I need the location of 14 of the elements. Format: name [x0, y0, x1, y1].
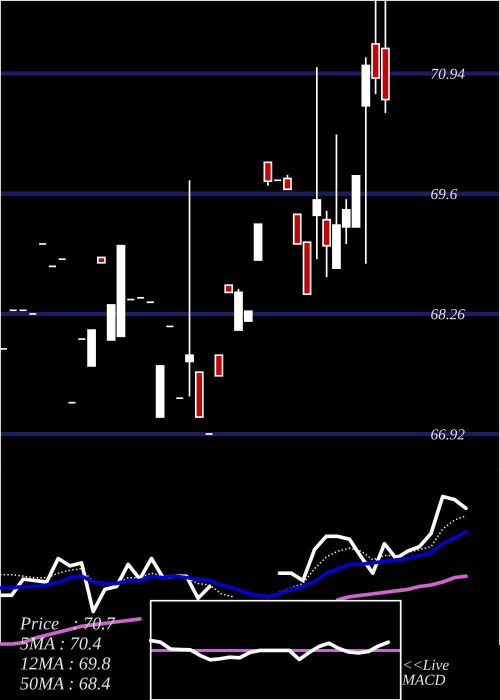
candlestick: [312, 66, 322, 260]
candlestick: [264, 162, 272, 186]
text: MACD: [402, 674, 446, 685]
annotation: 5MA : 70.4: [20, 637, 102, 650]
y-tick-label: 66.92: [431, 429, 465, 440]
candlestick: [185, 179, 194, 398]
candlestick: [214, 354, 224, 377]
candlestick: [283, 174, 292, 191]
text: 12MA : 69.8: [20, 657, 110, 670]
text: 50MA : 68.4: [20, 677, 110, 690]
y-tick-label: 70.94: [431, 68, 465, 80]
y-tick-label: 69.6: [431, 188, 458, 200]
y-tick-label: 68.26: [431, 309, 465, 320]
text: <<Live: [404, 660, 449, 670]
